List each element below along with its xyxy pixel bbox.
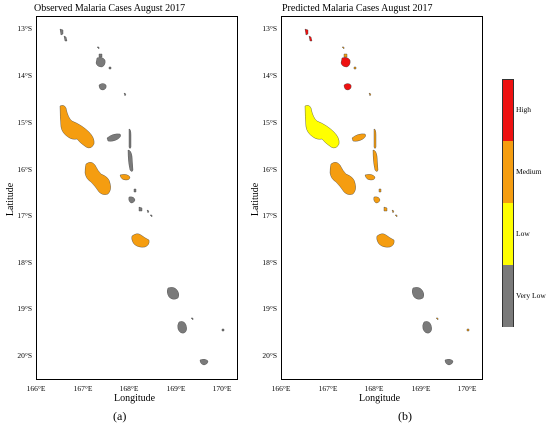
island-ambrym <box>364 174 376 181</box>
legend-label-high: High <box>516 105 531 114</box>
legend-label-low: Low <box>516 229 530 238</box>
lat-tick-label: 15°S <box>17 118 32 127</box>
island-epi <box>128 196 136 204</box>
island-paama <box>133 188 137 193</box>
island-aneityum <box>444 359 454 366</box>
lon-tick-label: 168°E <box>364 384 384 393</box>
legend-swatch-medium <box>503 141 513 203</box>
island-ambrym <box>119 174 131 181</box>
panel-caption: (a) <box>113 409 127 423</box>
lat-tick-label: 20°S <box>262 351 277 360</box>
lat-tick-label: 18°S <box>262 258 277 267</box>
map-canvas <box>59 28 225 366</box>
island-maewo <box>128 128 132 149</box>
legend-swatch-high <box>503 80 513 141</box>
lat-tick-label: 13°S <box>17 24 32 33</box>
island-paama <box>378 188 382 193</box>
island-santo <box>304 105 340 149</box>
x-axis-label: Longitude <box>114 393 156 404</box>
lon-tick-label: 169°E <box>411 384 431 393</box>
lat-tick-label: 16°S <box>262 165 277 174</box>
island-efate <box>376 233 395 248</box>
island-torres <box>304 28 313 42</box>
map-frame <box>281 16 483 380</box>
island-banks-mid <box>343 83 352 91</box>
island-malekula <box>84 162 111 195</box>
map-title: Observed Malaria Cases August 2017 <box>34 3 186 14</box>
map-frame <box>36 16 238 380</box>
lat-tick-label: 15°S <box>262 118 277 127</box>
lat-tick-label: 17°S <box>17 211 32 220</box>
lon-tick-label: 167°E <box>318 384 338 393</box>
island-pentecost <box>127 149 134 172</box>
x-axis-label: Longitude <box>359 393 401 404</box>
island-ambae <box>351 133 366 142</box>
lat-tick-label: 16°S <box>17 165 32 174</box>
lat-tick-label: 14°S <box>17 71 32 80</box>
island-ambae <box>106 133 121 142</box>
island-small <box>435 317 470 332</box>
island-tanna <box>422 321 432 334</box>
legend-swatch-very-low <box>503 265 513 327</box>
lat-tick-label: 17°S <box>262 211 277 220</box>
island-erromango <box>412 287 424 300</box>
island-aneityum <box>199 359 209 366</box>
legend-color-bar <box>502 79 514 327</box>
island-tanna <box>177 321 187 334</box>
island-small <box>96 46 127 97</box>
island-epi <box>373 196 381 204</box>
lon-tick-label: 169°E <box>166 384 186 393</box>
island-malekula <box>329 162 356 195</box>
island-shepherds <box>138 206 153 218</box>
island-santo <box>59 105 95 149</box>
lat-tick-label: 18°S <box>17 258 32 267</box>
island-maewo <box>373 128 377 149</box>
lat-tick-label: 14°S <box>262 71 277 80</box>
legend-label-very-low: Very Low <box>516 291 546 300</box>
island-banks-big <box>340 57 351 68</box>
island-erromango <box>167 287 179 300</box>
lat-tick-label: 13°S <box>262 24 277 33</box>
lat-tick-label: 20°S <box>17 351 32 360</box>
lat-tick-label: 19°S <box>262 304 277 313</box>
island-torres <box>59 28 68 42</box>
island-pentecost <box>372 149 379 172</box>
panel-caption: (b) <box>398 409 412 423</box>
legend-swatch-low <box>503 203 513 265</box>
lon-tick-label: 166°E <box>271 384 291 393</box>
island-small <box>341 46 372 97</box>
lon-tick-label: 170°E <box>212 384 232 393</box>
map-title: Predicted Malaria Cases August 2017 <box>282 3 433 14</box>
island-efate <box>131 233 150 248</box>
lat-tick-label: 19°S <box>17 304 32 313</box>
island-shepherds <box>383 206 398 218</box>
island-small <box>190 317 225 332</box>
lon-tick-label: 166°E <box>26 384 46 393</box>
lon-tick-label: 167°E <box>73 384 93 393</box>
legend-label-medium: Medium <box>516 167 542 176</box>
map-canvas <box>304 28 470 366</box>
island-banks-mid <box>98 83 107 91</box>
lon-tick-label: 168°E <box>119 384 139 393</box>
lon-tick-label: 170°E <box>457 384 477 393</box>
island-banks-big <box>95 57 106 68</box>
